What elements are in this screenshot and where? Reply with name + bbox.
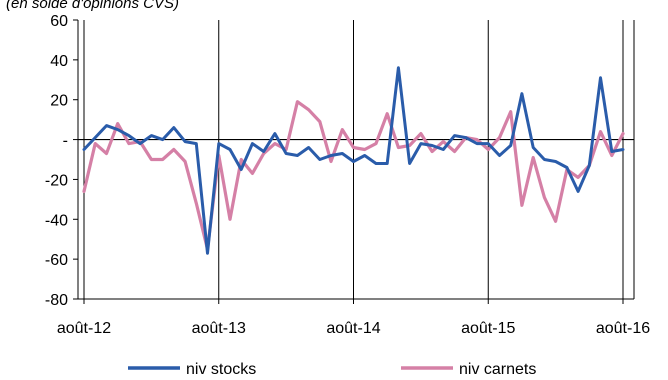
y-tick-label: - bbox=[63, 133, 68, 150]
legend-label-niv-stocks: niv stocks bbox=[186, 361, 256, 378]
legend-label-niv-carnets: niv carnets bbox=[459, 361, 536, 378]
x-tick-label: août-16 bbox=[596, 320, 650, 337]
x-tick-label: août-13 bbox=[192, 320, 246, 337]
y-tick-label: 20 bbox=[50, 93, 68, 110]
series-line-niv-stocks bbox=[82, 66, 625, 255]
chart-subtitle: (en solde d'opinions CVS) bbox=[6, 0, 179, 12]
y-tick-label: -80 bbox=[45, 292, 68, 309]
series-line-niv-carnets bbox=[82, 100, 625, 251]
legend: niv stocks niv carnets bbox=[128, 361, 536, 378]
y-tick-label: 60 bbox=[50, 13, 68, 30]
x-tick-label: août-15 bbox=[461, 320, 515, 337]
x-tick-label: août-12 bbox=[57, 320, 111, 337]
y-axis-ticks: 60 40 20 - -20 -40 -60 -80 bbox=[45, 13, 78, 309]
y-tick-label: -40 bbox=[45, 212, 68, 229]
series-layer bbox=[82, 66, 625, 255]
y-tick-label: -20 bbox=[45, 172, 68, 189]
y-tick-label: 40 bbox=[50, 53, 68, 70]
grid-layer bbox=[77, 20, 635, 300]
x-tick-label: août-14 bbox=[326, 320, 380, 337]
y-tick-label: -60 bbox=[45, 252, 68, 269]
x-axis-ticks: août-12 août-13 août-14 août-15 août-16 bbox=[57, 299, 650, 337]
